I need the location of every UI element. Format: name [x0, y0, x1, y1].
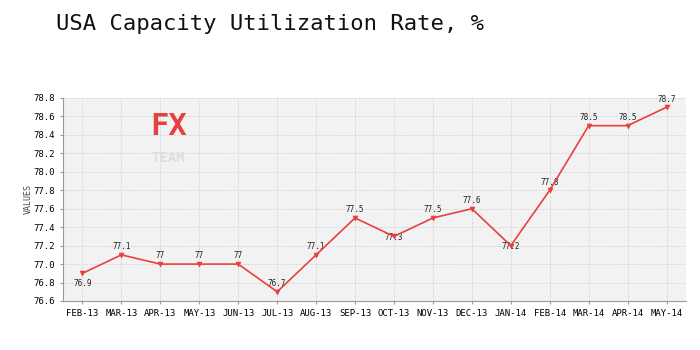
Text: 78.5: 78.5	[580, 113, 598, 122]
Text: 78.5: 78.5	[618, 113, 637, 122]
Text: 77: 77	[195, 251, 204, 260]
Y-axis label: VALUES: VALUES	[24, 184, 32, 215]
Text: 77: 77	[155, 251, 165, 260]
Text: 77.6: 77.6	[463, 196, 481, 205]
Text: 77.8: 77.8	[540, 177, 559, 187]
Text: 77.1: 77.1	[307, 242, 326, 251]
Text: 78.7: 78.7	[657, 94, 676, 104]
Text: 76.7: 76.7	[268, 279, 286, 288]
Text: 77: 77	[234, 251, 243, 260]
Text: 76.9: 76.9	[74, 279, 92, 288]
Text: 77.2: 77.2	[501, 242, 520, 251]
Text: 77.5: 77.5	[346, 205, 364, 214]
Text: 77.1: 77.1	[112, 242, 131, 251]
Text: 77.3: 77.3	[385, 233, 403, 242]
Text: USA Capacity Utilization Rate, %: USA Capacity Utilization Rate, %	[56, 14, 484, 34]
Text: TEAM: TEAM	[151, 151, 185, 165]
Text: 77.5: 77.5	[424, 205, 442, 214]
Text: FX: FX	[150, 112, 186, 141]
